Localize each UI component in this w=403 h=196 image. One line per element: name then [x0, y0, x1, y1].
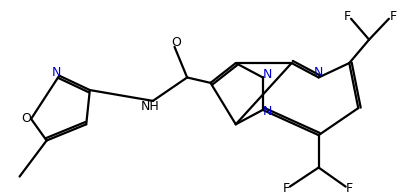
Text: N: N: [263, 105, 272, 118]
Text: N: N: [263, 68, 272, 81]
Text: N: N: [52, 66, 61, 79]
Text: F: F: [344, 10, 351, 23]
Text: NH: NH: [141, 100, 160, 113]
Text: F: F: [346, 182, 353, 195]
Text: N: N: [314, 66, 323, 79]
Text: F: F: [283, 182, 289, 195]
Text: F: F: [389, 10, 397, 23]
Text: O: O: [172, 36, 181, 49]
Text: O: O: [21, 112, 31, 125]
